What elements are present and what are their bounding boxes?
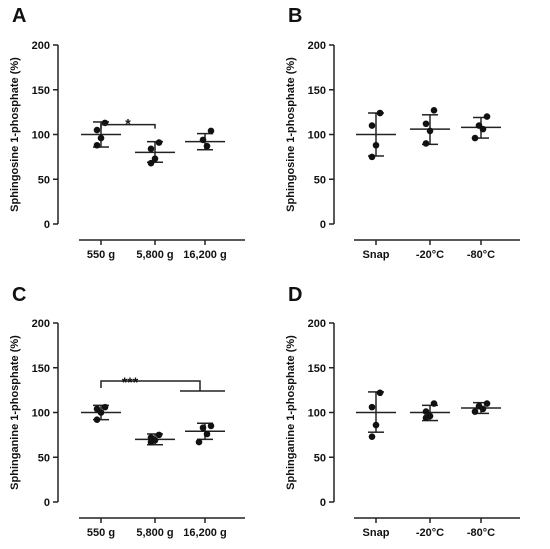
panel-b: B Sphingosine 1-phosphate (%) 0 50 100 150 200… <box>285 5 520 261</box>
data-point <box>368 122 376 129</box>
data-point <box>479 405 487 413</box>
data-point <box>368 403 376 411</box>
y-tick-label: 0 <box>44 497 50 509</box>
significance-label: *** <box>122 374 139 390</box>
y-axis-label: Sphinganine 1-phosphate (%) <box>9 335 21 490</box>
panel-letter: B <box>288 5 302 27</box>
y-tick-label: 50 <box>314 174 326 186</box>
data-point <box>101 403 109 411</box>
data-point <box>207 422 215 430</box>
x-tick-label: -20°C <box>416 527 444 539</box>
x-tick-label: 550 g <box>87 249 115 261</box>
data-point <box>199 136 207 144</box>
x-tick-label: -80°C <box>467 249 495 261</box>
x-tick-label: 5,800 g <box>136 249 173 261</box>
data-point <box>368 153 376 161</box>
x-tick-label: 5,800 g <box>136 527 173 539</box>
data-point <box>426 127 434 135</box>
y-axis-label: Sphinganine 1-phosphate (%) <box>285 335 297 490</box>
data-point <box>93 416 101 423</box>
data-point <box>422 120 430 128</box>
data-point <box>376 389 384 397</box>
x-tick-label: Snap <box>363 527 390 539</box>
y-tick-label: 50 <box>314 452 326 464</box>
data-point <box>483 113 491 120</box>
y-tick-label: 200 <box>32 318 50 330</box>
y-tick-label: 0 <box>320 497 326 509</box>
data-point <box>430 400 438 407</box>
data-point <box>422 140 430 147</box>
panel-letter: C <box>12 284 26 306</box>
data-point <box>147 159 155 167</box>
data-point <box>203 142 211 150</box>
data-point <box>376 109 384 117</box>
x-tick-label: 16,200 g <box>183 249 226 261</box>
y-tick-label: 200 <box>308 40 326 52</box>
data-point <box>151 155 159 162</box>
y-tick-label: 0 <box>44 219 50 231</box>
panel-d: D Sphinganine 1-phosphate (%) 0 50 100 150 200… <box>285 284 520 539</box>
data-point <box>147 145 155 153</box>
y-tick-label: 100 <box>32 130 50 142</box>
y-tick-label: 100 <box>32 408 50 420</box>
data-point <box>471 408 479 415</box>
data-point <box>372 421 380 429</box>
x-tick-label: 16,200 g <box>183 527 226 539</box>
data-point <box>372 141 380 149</box>
data-point <box>97 409 105 416</box>
y-tick-label: 150 <box>308 363 326 375</box>
data-point <box>422 414 430 422</box>
x-tick-label: Snap <box>363 249 390 261</box>
panel-letter: D <box>288 284 302 306</box>
y-tick-label: 50 <box>38 174 50 186</box>
significance-bracket <box>100 380 201 392</box>
data-point <box>422 408 430 415</box>
y-tick-label: 200 <box>32 40 50 52</box>
data-point <box>471 134 479 142</box>
y-axis-label: Sphingosine 1-phosphate (%) <box>285 57 297 212</box>
y-tick-label: 150 <box>32 85 50 97</box>
x-tick-label: -20°C <box>416 249 444 261</box>
significance-label: * <box>125 116 131 132</box>
y-tick-label: 200 <box>308 318 326 330</box>
x-tick-label: -80°C <box>467 527 495 539</box>
data-point <box>155 431 163 439</box>
data-point <box>93 141 101 149</box>
data-point <box>155 139 163 146</box>
significance-bracket <box>100 123 156 129</box>
y-tick-label: 100 <box>308 130 326 142</box>
panel-c: C Sphinganine 1-phosphate (%) 0 50 100 150 200… <box>9 284 245 539</box>
data-point <box>430 107 438 114</box>
y-tick-label: 100 <box>308 408 326 420</box>
data-point <box>203 430 211 438</box>
data-point <box>207 127 215 135</box>
y-tick-label: 150 <box>308 85 326 97</box>
data-point <box>147 438 155 446</box>
data-point <box>93 126 101 134</box>
data-point <box>479 125 487 133</box>
data-point <box>195 438 203 446</box>
y-axis-label: Sphingosine 1-phosphate (%) <box>9 57 21 212</box>
x-tick-label: 550 g <box>87 527 115 539</box>
panel-letter: A <box>12 5 26 27</box>
data-point <box>199 424 207 432</box>
data-point <box>483 400 491 407</box>
panel-a: A Sphingosine 1-phosphate (%) 0 50 100 150 200… <box>9 5 245 261</box>
y-tick-label: 0 <box>320 219 326 231</box>
y-tick-label: 50 <box>38 452 50 464</box>
y-tick-label: 150 <box>32 363 50 375</box>
data-point <box>97 134 105 142</box>
data-point <box>368 433 376 440</box>
